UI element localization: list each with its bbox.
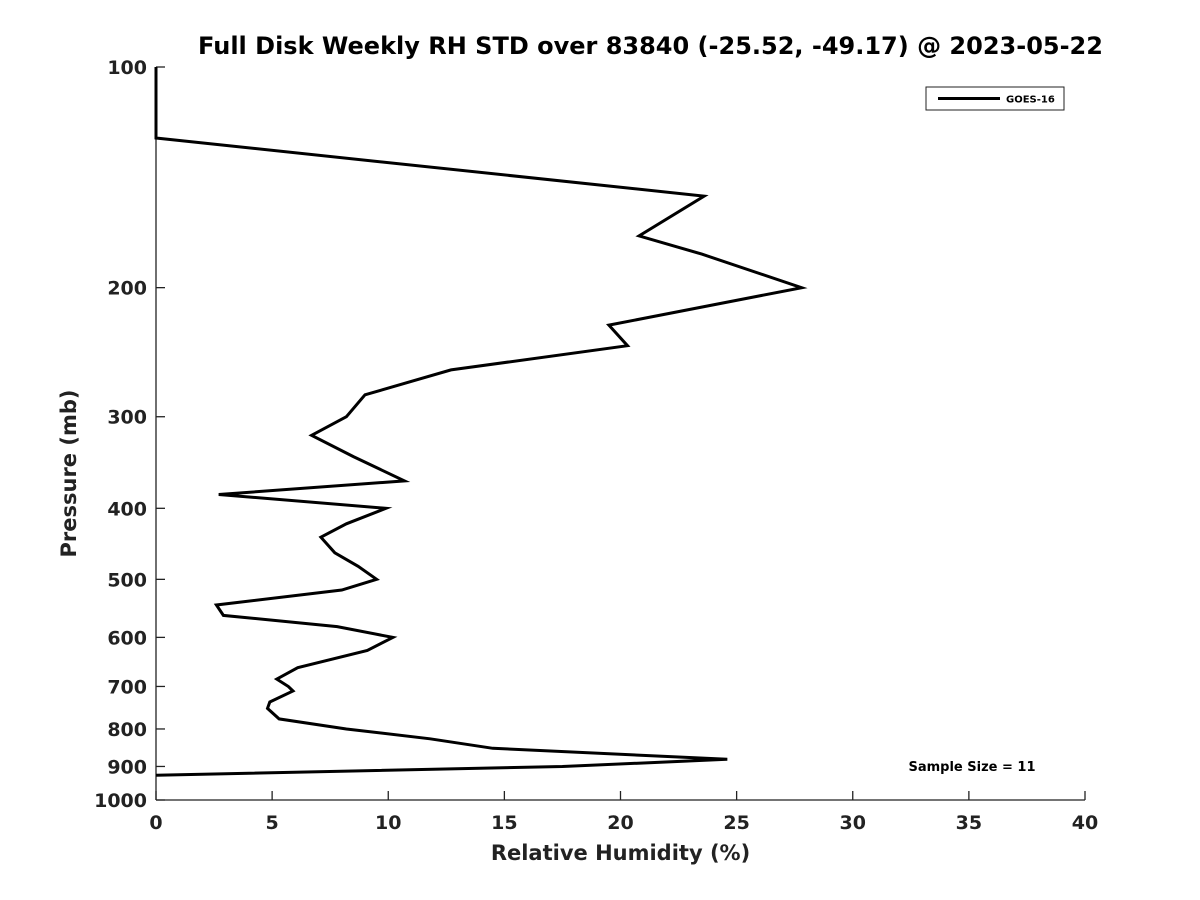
y-tick-label: 300	[107, 407, 147, 429]
series-group	[154, 67, 808, 777]
x-tick-label: 40	[1072, 812, 1098, 834]
x-tick-label: 35	[956, 812, 982, 834]
y-axis-label: Pressure (mb)	[57, 390, 81, 558]
y-tick-label: 800	[107, 719, 147, 741]
x-tick-label: 30	[840, 812, 866, 834]
x-tick-label: 10	[375, 812, 401, 834]
axes: 0 5 10 15 20 25 30 35 40 100 200 300 400 500 600 700 800…	[94, 57, 1098, 834]
x-tick-label: 0	[149, 812, 162, 834]
y-tick-label: 200	[107, 278, 147, 300]
y-tick-label: 600	[107, 627, 147, 649]
x-tick-label: 20	[607, 812, 633, 834]
x-tick-label: 5	[266, 812, 279, 834]
y-tick-label: 1000	[94, 790, 147, 812]
x-tick-label: 15	[491, 812, 517, 834]
x-axis-label: Relative Humidity (%)	[491, 841, 750, 865]
y-tick-label: 900	[107, 756, 147, 778]
chart-title: Full Disk Weekly RH STD over 83840 (-25.…	[198, 32, 1103, 60]
y-tick-label: 500	[107, 569, 147, 591]
legend-entry-label: GOES-16	[1006, 95, 1055, 106]
x-tick-label: 25	[723, 812, 749, 834]
series-line-goes-16	[154, 67, 808, 777]
legend: GOES-16	[925, 86, 1065, 111]
y-tick-label: 400	[107, 498, 147, 520]
y-tick-label: 100	[107, 57, 147, 79]
y-tick-label: 700	[107, 676, 147, 698]
sample-size-annotation: Sample Size = 11	[908, 760, 1035, 775]
